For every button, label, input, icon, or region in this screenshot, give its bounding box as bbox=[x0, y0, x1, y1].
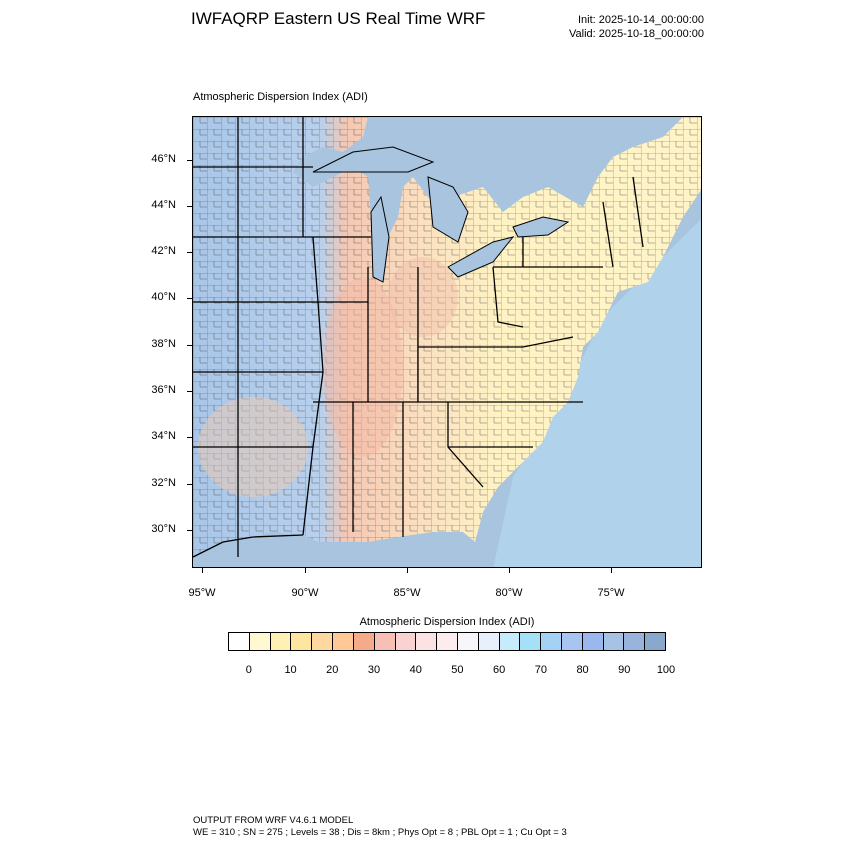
lake-erie bbox=[447, 236, 515, 278]
colorbar-label: 50 bbox=[451, 664, 464, 676]
colorbar-cell bbox=[416, 633, 438, 650]
valid-time: Valid: 2025-10-18_00:00:00 bbox=[569, 28, 704, 40]
lon-tick bbox=[305, 568, 306, 573]
lon-tick bbox=[611, 568, 612, 573]
colorbar-label: 90 bbox=[618, 664, 631, 676]
lat-label-44: 44°N bbox=[151, 199, 176, 211]
model-version: OUTPUT FROM WRF V4.6.1 MODEL bbox=[193, 815, 354, 826]
state-boundaries bbox=[193, 117, 644, 558]
colorbar-cell bbox=[395, 633, 417, 650]
county-lines bbox=[193, 117, 701, 557]
lat-tick bbox=[187, 206, 192, 207]
colorbar-label: 80 bbox=[576, 664, 589, 676]
colorbar-cell bbox=[499, 633, 521, 650]
lake-huron bbox=[427, 176, 469, 243]
model-config: WE = 310 ; SN = 275 ; Levels = 38 ; Dis … bbox=[193, 827, 567, 838]
lat-label-40: 40°N bbox=[151, 291, 176, 303]
lat-label-42: 42°N bbox=[151, 245, 176, 257]
lake-michigan bbox=[370, 195, 390, 283]
lon-label-85: 85°W bbox=[393, 587, 421, 599]
adi-map bbox=[192, 116, 702, 568]
colorbar-label: 20 bbox=[326, 664, 339, 676]
colorbar-cell bbox=[249, 633, 271, 650]
figure-title: IWFAQRP Eastern US Real Time WRF bbox=[191, 9, 486, 28]
colorbar-label: 0 bbox=[245, 664, 252, 676]
colorbar-cell bbox=[333, 633, 354, 650]
colorbar-cell bbox=[312, 633, 334, 650]
lat-tick bbox=[187, 437, 192, 438]
colorbar-cell bbox=[582, 633, 604, 650]
colorbar-label: 40 bbox=[409, 664, 422, 676]
legend-title: Atmospheric Dispersion Index (ADI) bbox=[359, 616, 535, 628]
model-info: OUTPUT FROM WRF V4.6.1 MODEL WE = 310 ; … bbox=[193, 815, 567, 839]
lat-label-36: 36°N bbox=[151, 384, 176, 396]
coastal-water bbox=[493, 219, 701, 567]
lat-tick bbox=[187, 298, 192, 299]
colorbar-cell bbox=[457, 633, 479, 650]
colorbar-cell bbox=[270, 633, 292, 650]
lon-label-95: 95°W bbox=[188, 587, 216, 599]
colorbar-label: 30 bbox=[367, 664, 381, 676]
lat-label-38: 38°N bbox=[151, 338, 176, 350]
lat-tick bbox=[187, 530, 192, 531]
colorbar bbox=[228, 632, 666, 651]
colorbar-label: 10 bbox=[284, 664, 297, 676]
colorbar-cell bbox=[520, 633, 542, 650]
colorbar-label: 70 bbox=[534, 664, 547, 676]
map-title: Atmospheric Dispersion Index (ADI) bbox=[193, 91, 368, 103]
lat-tick bbox=[187, 252, 192, 253]
lon-tick bbox=[407, 568, 408, 573]
lat-tick bbox=[187, 160, 192, 161]
colorbar-label: 60 bbox=[493, 664, 506, 676]
adi-warm-region-indiana bbox=[388, 257, 458, 337]
lat-tick bbox=[187, 345, 192, 346]
init-time: Init: 2025-10-14_00:00:00 bbox=[578, 14, 704, 26]
colorbar-cell bbox=[624, 633, 646, 650]
lon-tick bbox=[509, 568, 510, 573]
lat-label-30: 30°N bbox=[151, 523, 176, 535]
colorbar-cell bbox=[478, 633, 500, 650]
lake-superior bbox=[312, 146, 435, 173]
colorbar-cell bbox=[562, 633, 583, 650]
colorbar-cell bbox=[353, 633, 375, 650]
colorbar-cell bbox=[603, 633, 625, 650]
lat-label-34: 34°N bbox=[151, 430, 176, 442]
lat-tick bbox=[187, 391, 192, 392]
map-canvas bbox=[193, 117, 701, 567]
lat-label-46: 46°N bbox=[151, 153, 176, 165]
lon-tick bbox=[202, 568, 203, 573]
time-info: Init: 2025-10-14_00:00:00 Valid: 2025-10… bbox=[569, 13, 704, 41]
colorbar-cell bbox=[437, 633, 458, 650]
lat-tick bbox=[187, 484, 192, 485]
colorbar-cell bbox=[291, 633, 313, 650]
lon-label-90: 90°W bbox=[291, 587, 319, 599]
colorbar-label: 100 bbox=[656, 664, 676, 676]
lake-ontario bbox=[512, 216, 570, 238]
colorbar-cell bbox=[229, 633, 250, 650]
lon-label-75: 75°W bbox=[597, 587, 625, 599]
colorbar-cell bbox=[541, 633, 562, 650]
colorbar-cell bbox=[645, 633, 666, 650]
lat-label-32: 32°N bbox=[151, 477, 176, 489]
adi-warm-region bbox=[323, 277, 403, 457]
lon-label-80: 80°W bbox=[495, 587, 523, 599]
colorbar-cell bbox=[374, 633, 396, 650]
